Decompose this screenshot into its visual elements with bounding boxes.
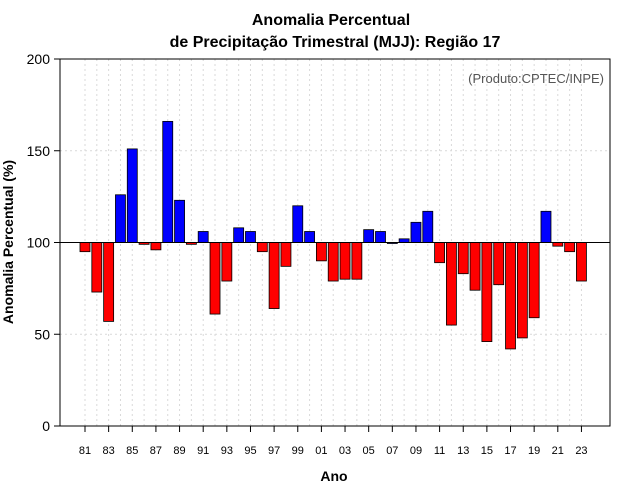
bar-02 bbox=[327, 242, 339, 282]
bar-88 bbox=[162, 120, 174, 243]
bar-82 bbox=[91, 242, 103, 293]
chart-title: Anomalia Percentual bbox=[252, 12, 410, 29]
bar-95 bbox=[245, 231, 256, 243]
bar-15 bbox=[481, 242, 493, 342]
x-tick-label: 23 bbox=[575, 445, 587, 457]
bar-96 bbox=[256, 242, 268, 253]
x-tick-label: 21 bbox=[552, 445, 564, 457]
bar-83 bbox=[103, 242, 115, 322]
bar-22 bbox=[564, 242, 576, 253]
x-tick-label: 03 bbox=[339, 445, 351, 457]
bar-87 bbox=[150, 242, 162, 251]
x-tick-label: 15 bbox=[481, 445, 493, 457]
bar-13 bbox=[457, 242, 469, 275]
bar-11 bbox=[434, 242, 446, 264]
bar-98 bbox=[280, 242, 292, 267]
bar-84 bbox=[115, 194, 126, 243]
x-tick-label: 99 bbox=[292, 445, 304, 457]
bar-97 bbox=[268, 242, 280, 309]
bar-12 bbox=[446, 242, 457, 326]
bar-16 bbox=[493, 242, 505, 286]
x-tick-label: 09 bbox=[410, 445, 422, 457]
x-tick-label: 93 bbox=[221, 445, 233, 457]
bar-99 bbox=[292, 205, 304, 243]
y-tick-label: 0 bbox=[42, 418, 50, 434]
x-tick-label: 17 bbox=[504, 445, 516, 457]
bar-91 bbox=[197, 231, 209, 243]
credit-text: (Produto:CPTEC/INPE) bbox=[468, 71, 604, 86]
bar-94 bbox=[233, 227, 245, 243]
bar-21 bbox=[552, 242, 564, 247]
bar-05 bbox=[363, 229, 375, 243]
x-tick-label: 13 bbox=[457, 445, 469, 457]
bar-92 bbox=[209, 242, 221, 315]
bar-18 bbox=[516, 242, 528, 339]
bar-89 bbox=[174, 199, 185, 243]
y-axis-title: Anomalia Percentual (%) bbox=[0, 160, 16, 324]
y-axis: 0 50 100 150 200 bbox=[27, 51, 60, 434]
x-axis: 81 83 85 87 89 91 93 95 97 99 01 03 05 07 09 11 13 15 17 19… bbox=[79, 426, 588, 457]
x-tick-label: 95 bbox=[244, 445, 256, 457]
bar-19 bbox=[528, 242, 540, 319]
bar-81 bbox=[79, 242, 91, 253]
x-tick-label: 19 bbox=[528, 445, 540, 457]
bar-01 bbox=[315, 242, 327, 262]
x-tick-label: 91 bbox=[197, 445, 209, 457]
x-tick-label: 07 bbox=[386, 445, 398, 457]
y-tick-label: 150 bbox=[27, 143, 51, 159]
x-tick-label: 83 bbox=[103, 445, 115, 457]
bar-04 bbox=[351, 242, 363, 280]
y-tick-label: 50 bbox=[34, 326, 50, 342]
x-tick-label: 11 bbox=[434, 445, 445, 457]
x-tick-label: 89 bbox=[173, 445, 185, 457]
x-tick-label: 81 bbox=[79, 445, 91, 457]
bar-17 bbox=[505, 242, 516, 350]
x-axis-title: Ano bbox=[320, 468, 347, 484]
bar-14 bbox=[469, 242, 481, 291]
y-tick-label: 100 bbox=[27, 235, 51, 251]
y-tick-label: 200 bbox=[27, 51, 51, 67]
x-tick-label: 97 bbox=[268, 445, 280, 457]
x-tick-label: 85 bbox=[126, 445, 138, 457]
x-tick-label: 01 bbox=[315, 445, 327, 457]
x-tick-label: 87 bbox=[150, 445, 162, 457]
x-tick-label: 05 bbox=[363, 445, 375, 457]
bar-03 bbox=[339, 242, 351, 280]
bar-08 bbox=[398, 238, 410, 243]
bar-93 bbox=[221, 242, 233, 282]
bar-23 bbox=[576, 242, 587, 282]
bar-10 bbox=[422, 210, 434, 243]
bar-00 bbox=[304, 231, 315, 243]
grid bbox=[60, 59, 610, 426]
bar-09 bbox=[410, 221, 422, 243]
bar-06 bbox=[375, 231, 386, 243]
chart-subtitle: de Precipitação Trimestral (MJJ): Região… bbox=[170, 34, 501, 51]
bar-20 bbox=[540, 210, 552, 243]
bar-85 bbox=[126, 148, 138, 243]
